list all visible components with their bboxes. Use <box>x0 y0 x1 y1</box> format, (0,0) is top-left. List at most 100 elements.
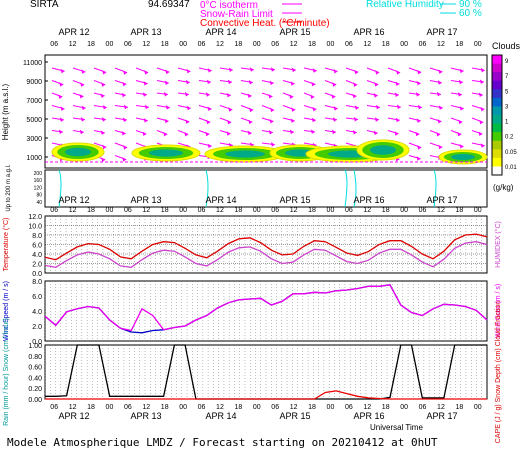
hour-label: 18 <box>87 41 95 48</box>
footer-caption: Modele Atmospherique LMDZ / Forecast sta… <box>7 436 438 449</box>
hour-label: 18 <box>382 207 390 214</box>
wind-arrowhead <box>374 117 379 122</box>
wind-arrowhead <box>478 92 483 98</box>
day-label: APR 12 <box>58 411 89 421</box>
legend-label: Convective Heat. (°C/minute) <box>200 18 330 29</box>
wind-arrowhead <box>58 129 63 134</box>
wind-arrowhead <box>289 129 294 135</box>
y-tick-label: 0.80 <box>28 354 42 361</box>
legend-label: Snow-Rain Limit <box>200 9 273 20</box>
hour-label: 00 <box>106 404 114 411</box>
wind-arrowhead <box>270 142 275 147</box>
wind-arrowhead <box>79 93 84 99</box>
wind-arrowhead <box>354 105 359 110</box>
humidity-contour <box>433 169 437 208</box>
hour-label: 00 <box>253 207 261 214</box>
low-tick-label: 160 <box>34 178 43 184</box>
hour-label: 06 <box>419 207 427 214</box>
hour-label: 00 <box>474 207 482 214</box>
wind-arrowhead <box>60 106 65 111</box>
day-label: APR 14 <box>205 27 236 37</box>
hour-label: 00 <box>400 41 408 48</box>
wind-arrowhead <box>311 81 316 87</box>
humidity-contour <box>353 169 357 208</box>
colorbar-swatch <box>492 89 502 99</box>
hour-label: 06 <box>50 41 58 48</box>
colorbar-swatch <box>492 106 502 116</box>
wind-arrowhead <box>59 82 64 87</box>
y-tick-label: 0.60 <box>28 365 42 372</box>
wind-arrowhead <box>164 80 169 85</box>
wind-arrowhead <box>416 118 421 123</box>
wind-arrowhead <box>207 106 212 112</box>
hour-label: 12 <box>437 207 445 214</box>
wind-arrowhead <box>142 131 147 137</box>
hour-label: 12 <box>290 207 298 214</box>
cloud-blob <box>149 149 183 157</box>
wind-arrowhead <box>438 144 443 150</box>
wind-arrowhead <box>458 79 463 85</box>
hour-label: 18 <box>382 41 390 48</box>
wind-arrowhead <box>480 67 485 73</box>
y-tick-label: 6.0 <box>32 294 42 301</box>
wind-arrowhead <box>480 106 485 112</box>
y-tick-label: 10.0 <box>28 224 42 231</box>
hour-label: 06 <box>345 207 353 214</box>
wind-arrowhead <box>353 117 358 122</box>
wind-arrowhead <box>437 80 442 85</box>
wind-arrowhead <box>310 94 315 99</box>
hour-label: 06 <box>419 41 427 48</box>
series-line <box>44 233 488 261</box>
wind-arrowhead <box>163 91 168 97</box>
day-label: APR 16 <box>353 411 384 421</box>
hour-label: 06 <box>345 41 353 48</box>
wind-arrowhead <box>395 117 400 123</box>
wind-arrowhead <box>352 130 357 135</box>
humidity-level: 90 % <box>459 0 482 10</box>
wind-arrowhead <box>121 92 126 98</box>
hour-label: 12 <box>363 207 371 214</box>
low-tick-label: 120 <box>34 185 43 191</box>
hour-label: 18 <box>87 207 95 214</box>
day-label: APR 12 <box>58 195 89 205</box>
hour-label: 18 <box>308 207 316 214</box>
hour-label: 06 <box>50 404 58 411</box>
cloud-blob <box>65 147 91 157</box>
low-tick-label: 40 <box>36 200 42 206</box>
hour-label: 18 <box>455 207 463 214</box>
y-tick-label: 6.0 <box>32 243 42 250</box>
wind-arrowhead <box>143 118 148 123</box>
wind-arrowhead <box>186 105 191 111</box>
wind-arrowhead <box>101 157 106 162</box>
wind-arrowhead <box>480 143 485 148</box>
day-label: APR 15 <box>279 195 310 205</box>
height-tick-label: 11000 <box>23 60 42 67</box>
wind-arrowhead <box>144 104 149 110</box>
wind-arrowhead <box>79 129 84 135</box>
wind-arrowhead <box>60 68 65 74</box>
y-tick-label: 4.0 <box>32 252 42 259</box>
wind-arrowhead <box>374 82 379 87</box>
wind-arrowhead <box>395 81 400 87</box>
wind-arrowhead <box>165 69 170 75</box>
wind-arrowhead <box>186 68 191 74</box>
x-axis-label: Universal Time <box>370 423 423 432</box>
cloud-blob <box>370 145 396 155</box>
wind-arrowhead <box>81 69 86 74</box>
wind-arrowhead <box>248 119 253 125</box>
station-name: SIRTA <box>30 0 59 10</box>
wind-arrowhead <box>332 82 337 87</box>
wind-arrowhead <box>416 156 421 161</box>
hour-label: 06 <box>124 207 132 214</box>
hour-label: 06 <box>198 207 206 214</box>
wind-arrowhead <box>270 107 275 113</box>
low-tick-label: 200 <box>34 171 43 177</box>
wind-arrowhead <box>354 69 359 75</box>
humidity-contour <box>344 169 348 208</box>
day-label: APR 17 <box>426 195 457 205</box>
hour-label: 06 <box>271 207 279 214</box>
wind-arrowhead <box>122 157 127 162</box>
wind-arrowhead <box>312 68 317 73</box>
wind-arrowhead <box>248 79 253 85</box>
